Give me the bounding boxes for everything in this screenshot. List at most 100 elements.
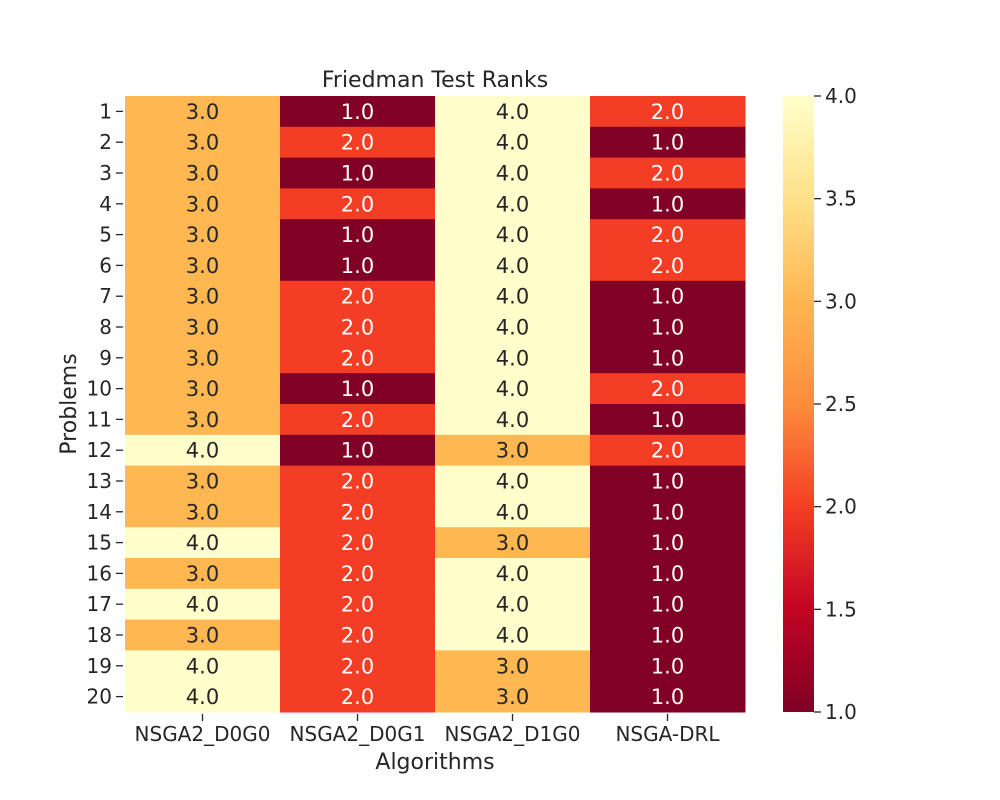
y-tick-label: 20	[87, 685, 112, 709]
heatmap-cell	[435, 219, 591, 251]
cell-value-label: 2.0	[341, 593, 374, 617]
heatmap-cell	[435, 465, 591, 497]
heatmap-cell	[125, 373, 281, 405]
cell-value-label: 2.0	[341, 192, 374, 216]
colorbar-tick-label: 2.0	[825, 495, 857, 519]
y-tick-label: 17	[87, 592, 112, 616]
heatmap-cell	[590, 96, 746, 128]
cell-value-label: 1.0	[341, 223, 374, 247]
colorbar-tick-label: 3.0	[825, 289, 857, 313]
cell-value-label: 4.0	[496, 131, 529, 155]
cell-value-label: 4.0	[496, 562, 529, 586]
cell-value-label: 4.0	[186, 531, 219, 555]
heatmap-cell	[280, 126, 436, 159]
heatmap-cell	[435, 96, 591, 128]
cell-value-label: 2.0	[341, 285, 374, 309]
heatmap-cell	[435, 434, 591, 467]
y-tick-label: 15	[87, 531, 112, 555]
colorbar-axis: 1.0 1.5 2.0 2.5 3.0 3.5 4.0	[814, 84, 857, 724]
heatmap-cell	[125, 527, 281, 559]
cell-value-label: 2.0	[341, 470, 374, 494]
heatmap-cell	[590, 373, 746, 405]
heatmap-cell	[590, 434, 746, 467]
cell-value-label: 3.0	[496, 439, 529, 463]
heatmap-cell	[435, 373, 591, 405]
cell-value-label: 1.0	[651, 131, 684, 155]
colorbar-tick-label: 1.5	[825, 597, 857, 621]
cell-value-label: 4.0	[496, 346, 529, 370]
cell-value-label: 2.0	[651, 254, 684, 278]
cell-value-label: 4.0	[496, 316, 529, 340]
heatmap-cell	[590, 342, 746, 374]
heatmap-cell	[280, 250, 436, 282]
cell-value-label: 4.0	[496, 408, 529, 432]
heatmap-cell	[590, 681, 746, 713]
cell-value-label: 2.0	[651, 223, 684, 247]
cell-value-label: 4.0	[186, 439, 219, 463]
cell-value-label: 1.0	[651, 346, 684, 370]
cell-value-label: 1.0	[651, 285, 684, 309]
cell-value-label: 4.0	[186, 593, 219, 617]
cell-value-label: 1.0	[651, 685, 684, 709]
y-tick-label: 9	[99, 346, 112, 370]
heatmap-cell	[125, 465, 281, 497]
heatmap-cell	[435, 311, 591, 343]
heatmap-cell	[280, 588, 436, 621]
cell-value-label: 2.0	[341, 685, 374, 709]
heatmap-cell	[125, 588, 281, 621]
cell-value-label: 4.0	[496, 254, 529, 278]
heatmap-cell	[435, 126, 591, 159]
heatmap-cell	[435, 619, 591, 651]
cell-value-label: 2.0	[341, 346, 374, 370]
heatmap-cell	[435, 650, 591, 682]
heatmap-cell	[125, 311, 281, 343]
cell-value-label: 4.0	[496, 162, 529, 186]
heatmap-cell	[280, 619, 436, 651]
heatmap-cell	[590, 527, 746, 559]
heatmap-cell	[590, 311, 746, 343]
heatmap-cell	[280, 219, 436, 251]
heatmap-cells: 3.0 1.0 4.0 2.0 3.0 2.0 4.0 1.0 3.0 1.0 4.0 2.0 3.0 2…	[125, 96, 746, 713]
heatmap-cell	[435, 157, 591, 189]
colorbar-tick-label: 1.0	[825, 700, 857, 724]
heatmap-cell	[125, 434, 281, 467]
cell-value-label: 4.0	[496, 593, 529, 617]
heatmap-cell	[590, 465, 746, 497]
cell-value-label: 3.0	[186, 624, 219, 648]
cell-value-label: 4.0	[496, 377, 529, 401]
heatmap-cell	[125, 619, 281, 651]
heatmap-cell	[590, 558, 746, 590]
heatmap-cell	[435, 527, 591, 559]
cell-value-label: 1.0	[341, 100, 374, 124]
heatmap-cell	[125, 342, 281, 374]
cell-value-label: 2.0	[341, 500, 374, 524]
heatmap-cell	[590, 496, 746, 528]
cell-value-label: 3.0	[186, 470, 219, 494]
heatmap-cell	[590, 619, 746, 651]
cell-value-label: 4.0	[496, 223, 529, 247]
cell-value-label: 1.0	[651, 500, 684, 524]
heatmap-cell	[125, 650, 281, 682]
cell-value-label: 2.0	[341, 624, 374, 648]
heatmap-cell	[280, 650, 436, 682]
cell-value-label: 3.0	[186, 100, 219, 124]
heatmap-cell	[590, 404, 746, 436]
cell-value-label: 3.0	[186, 562, 219, 586]
y-axis-label: Problems	[57, 353, 82, 454]
cell-value-label: 4.0	[496, 470, 529, 494]
chart-title: Friedman Test Ranks	[322, 68, 548, 93]
heatmap-cell	[590, 250, 746, 282]
y-tick-label: 16	[87, 561, 112, 585]
heatmap-cell	[280, 188, 436, 220]
y-tick-label: 12	[87, 438, 112, 462]
cell-value-label: 4.0	[496, 500, 529, 524]
cell-value-label: 3.0	[186, 346, 219, 370]
cell-value-label: 3.0	[186, 500, 219, 524]
cell-value-label: 3.0	[186, 254, 219, 278]
y-tick-label: 8	[99, 315, 112, 339]
heatmap-cell	[590, 588, 746, 621]
cell-value-label: 1.0	[651, 470, 684, 494]
heatmap-cell	[435, 558, 591, 590]
x-tick-label: NSGA2_D1G0	[445, 722, 581, 746]
